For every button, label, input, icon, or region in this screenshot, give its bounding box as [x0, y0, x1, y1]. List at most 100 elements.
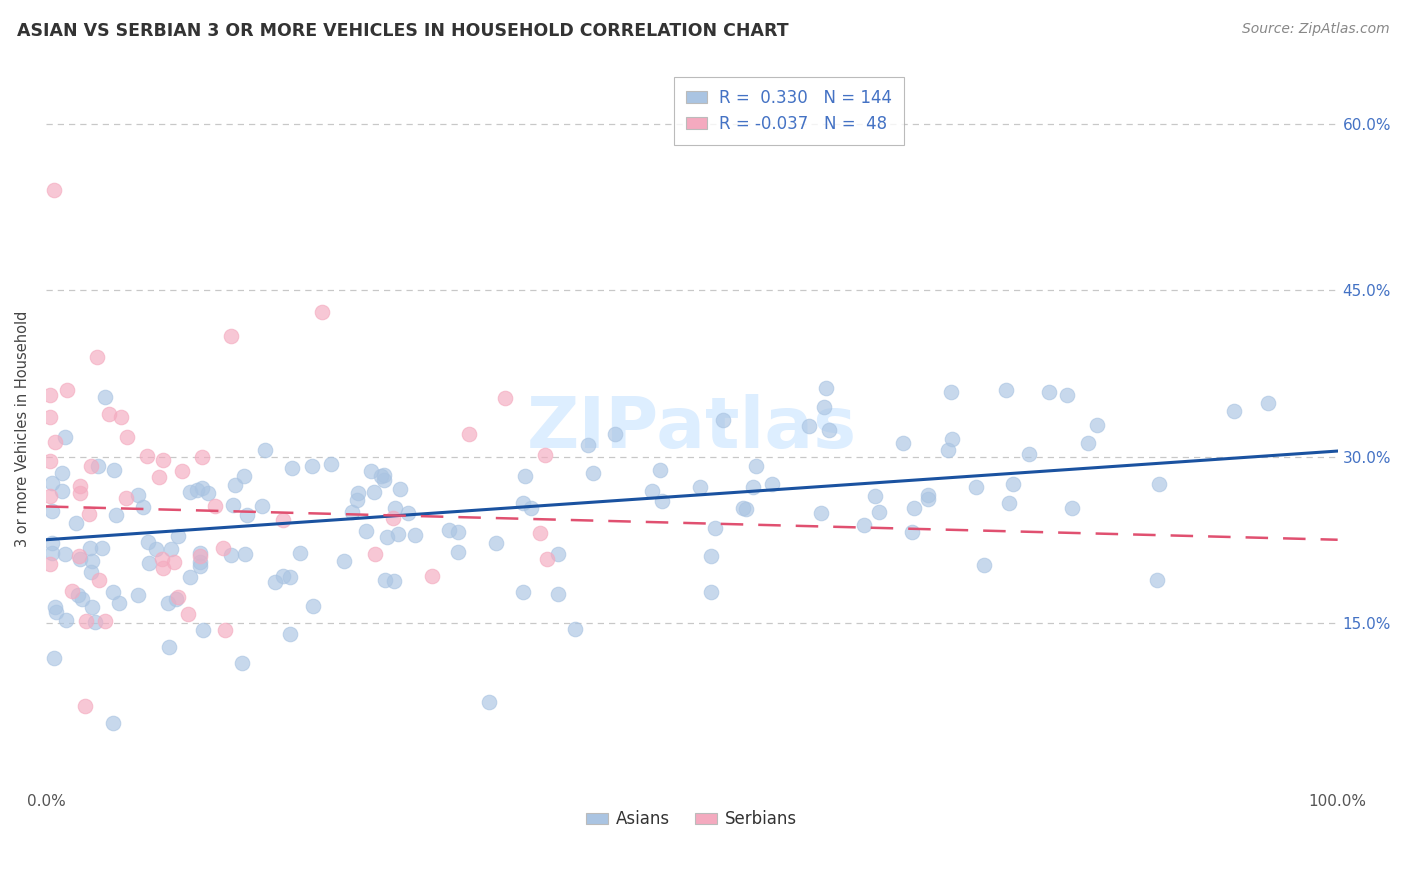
Point — [83, 615, 105, 630]
Point — [301, 458, 323, 473]
Point — [478, 695, 501, 709]
Point — [437, 523, 460, 537]
Point — [398, 506, 420, 520]
Point — [529, 526, 551, 541]
Point — [513, 469, 536, 483]
Point — [903, 501, 925, 516]
Point — [103, 462, 125, 476]
Point — [813, 401, 835, 415]
Point — [734, 502, 756, 516]
Point — [447, 525, 470, 540]
Point — [145, 542, 167, 557]
Point — [994, 383, 1017, 397]
Point — [115, 491, 138, 505]
Point — [167, 529, 190, 543]
Point — [79, 565, 101, 579]
Point — [224, 478, 246, 492]
Point — [44, 650, 66, 665]
Point — [375, 530, 398, 544]
Point — [167, 590, 190, 604]
Point — [127, 588, 149, 602]
Point — [53, 430, 76, 444]
Point — [214, 623, 236, 637]
Point — [512, 496, 534, 510]
Point — [75, 614, 97, 628]
Point — [494, 391, 516, 405]
Point — [302, 599, 325, 613]
Point — [360, 464, 382, 478]
Point — [1077, 436, 1099, 450]
Point — [250, 500, 273, 514]
Point — [689, 480, 711, 494]
Point — [39, 454, 62, 468]
Point — [564, 622, 586, 636]
Point — [278, 570, 301, 584]
Point — [278, 627, 301, 641]
Point — [1056, 387, 1078, 401]
Point — [80, 458, 103, 473]
Point — [233, 547, 256, 561]
Point — [818, 423, 841, 437]
Point — [190, 555, 212, 569]
Point — [605, 426, 627, 441]
Point — [60, 583, 83, 598]
Point — [44, 434, 66, 449]
Point — [233, 469, 256, 483]
Point — [41, 475, 63, 490]
Y-axis label: 3 or more Vehicles in Household: 3 or more Vehicles in Household — [15, 310, 30, 547]
Point — [264, 574, 287, 589]
Point — [56, 383, 79, 397]
Point — [38, 489, 60, 503]
Point — [44, 599, 66, 614]
Point — [219, 328, 242, 343]
Point — [197, 486, 219, 500]
Point — [101, 584, 124, 599]
Point — [547, 547, 569, 561]
Point — [89, 573, 111, 587]
Point — [446, 545, 468, 559]
Point — [901, 525, 924, 540]
Point — [38, 410, 60, 425]
Point — [105, 508, 128, 523]
Point — [917, 488, 939, 502]
Point — [51, 467, 73, 481]
Point — [80, 554, 103, 568]
Point — [699, 549, 721, 564]
Point — [271, 512, 294, 526]
Point — [997, 496, 1019, 510]
Point — [219, 549, 242, 563]
Point — [868, 505, 890, 519]
Point — [101, 715, 124, 730]
Point — [186, 483, 208, 497]
Point — [1060, 501, 1083, 516]
Point — [86, 350, 108, 364]
Point — [55, 613, 77, 627]
Point — [311, 305, 333, 319]
Point — [319, 457, 342, 471]
Point — [82, 600, 104, 615]
Point — [404, 528, 426, 542]
Point — [536, 551, 558, 566]
Point — [797, 418, 820, 433]
Point — [534, 448, 557, 462]
Point — [363, 548, 385, 562]
Point — [79, 541, 101, 555]
Point — [132, 500, 155, 515]
Point — [150, 551, 173, 566]
Point — [648, 463, 671, 477]
Point — [370, 469, 392, 483]
Point — [93, 614, 115, 628]
Point — [814, 381, 837, 395]
Point — [179, 484, 201, 499]
Point — [939, 384, 962, 399]
Point — [1085, 418, 1108, 433]
Point — [547, 587, 569, 601]
Text: ZIPatlas: ZIPatlas — [527, 394, 856, 463]
Point — [190, 481, 212, 495]
Point — [457, 427, 479, 442]
Point — [235, 508, 257, 522]
Point — [38, 387, 60, 401]
Point — [87, 458, 110, 473]
Point — [741, 480, 763, 494]
Point — [1149, 476, 1171, 491]
